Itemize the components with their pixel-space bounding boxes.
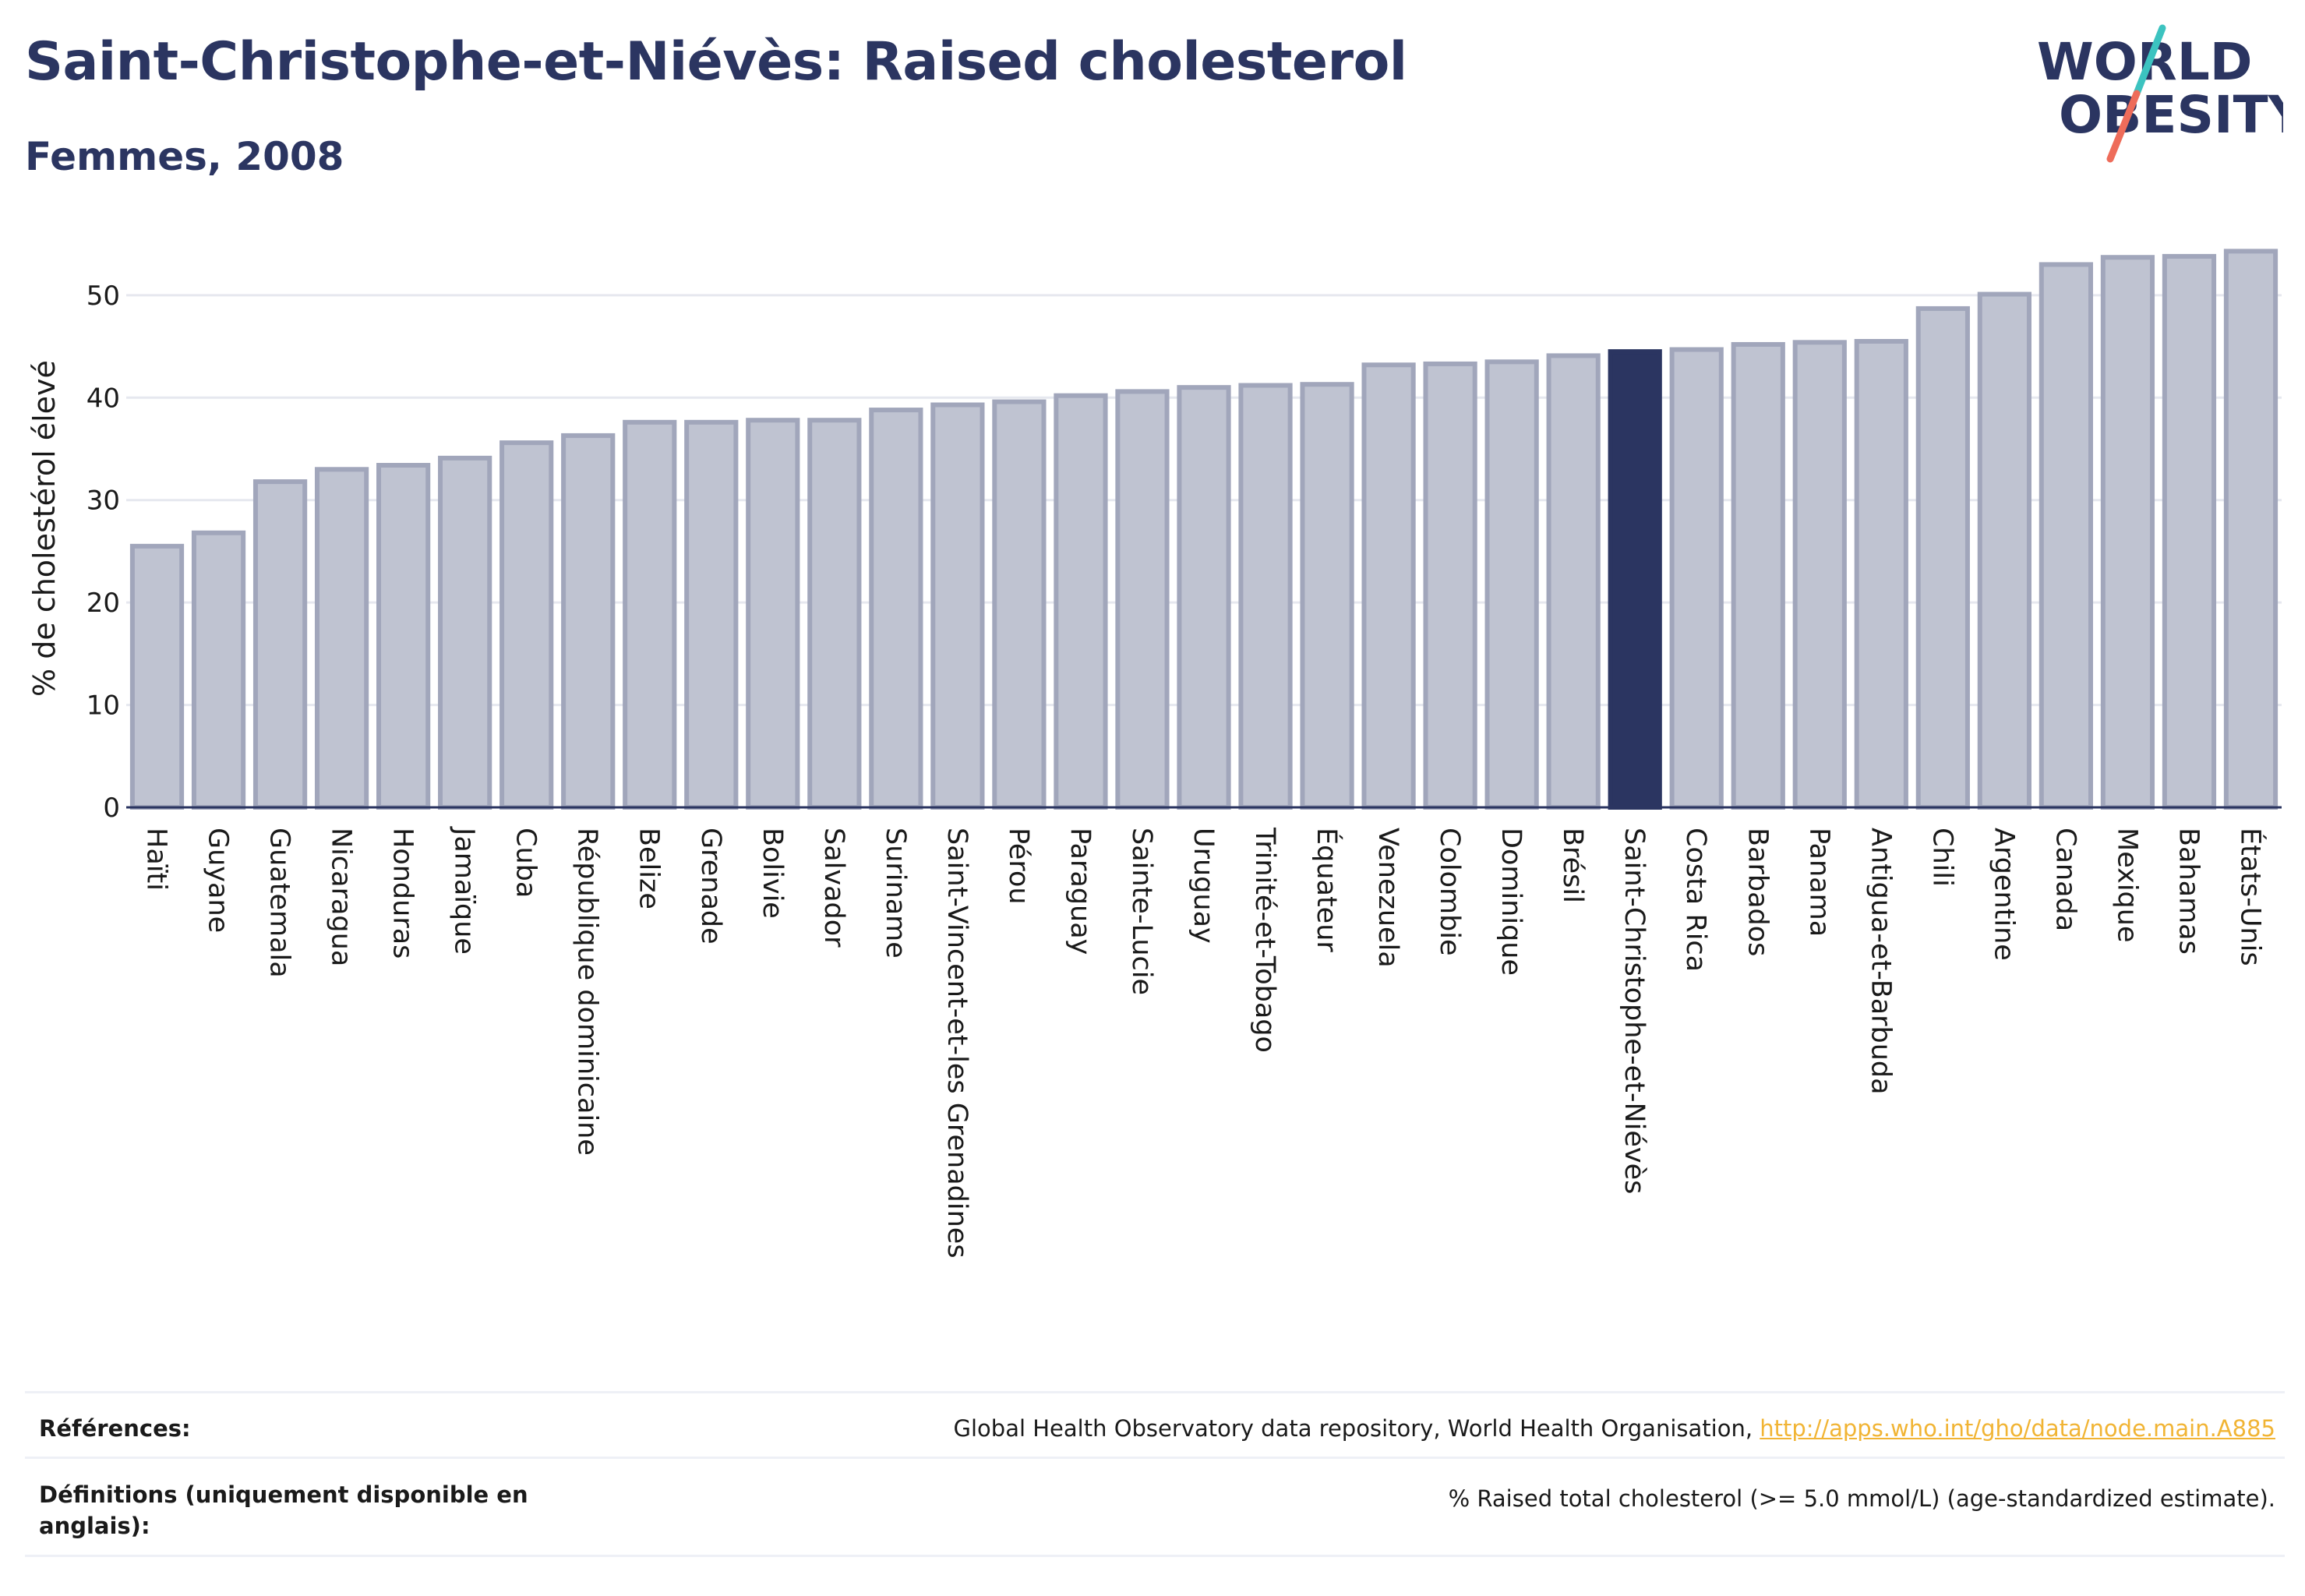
x-tick-label: Nicaragua [326,828,357,966]
x-tick-label: Argentine [1988,828,2019,961]
y-tick-label: 40 [86,383,120,414]
x-tick-label: Saint-Christophe-et-Niévès [1618,828,1650,1194]
bar [438,455,492,810]
bar [561,433,616,810]
logo-text-obesity: OBESITY [2059,85,2283,145]
x-tick-label: Haïti [141,828,172,891]
bar [129,543,185,810]
x-tick-label: Honduras [387,828,418,959]
x-tick-label: Salvador [818,828,849,948]
bar [1361,362,1416,810]
world-obesity-logo: WORLD OBESITY [2037,24,2283,163]
references-row: Références: Global Health Observatory da… [25,1391,2285,1459]
references-text: Global Health Observatory data repositor… [953,1415,1760,1442]
bar [746,418,800,810]
bar [1177,385,1231,810]
page-title: Saint-Christophe-et-Niévès: Raised chole… [25,31,1407,93]
x-tick-label: Suriname [880,828,911,959]
x-tick-label: Antigua-et-Barbuda [1865,828,1896,1095]
x-tick-label: Guatemala [264,828,295,978]
y-tick-label: 10 [86,690,120,722]
definitions-value: % Raised total cholesterol (>= 5.0 mmol/… [1448,1485,2275,1512]
sources-table: Références: Global Health Observatory da… [25,1391,2285,1562]
bar [1484,359,1539,810]
bar-highlighted [1608,349,1662,810]
y-tick-label: 50 [86,281,120,312]
bar [1731,341,1785,810]
bar [252,479,308,810]
bar [992,399,1047,810]
x-tick-label: Jamaïque [449,826,480,955]
bar [1054,393,1108,810]
bar [2100,255,2155,810]
page-subtitle: Femmes, 2008 [25,134,344,179]
x-tick-label: Cuba [510,828,542,898]
bar [1423,361,1477,810]
definitions-label: Définitions (uniquement disponible en an… [39,1479,528,1541]
bar [1915,305,1970,810]
bar [499,440,554,810]
bar [1238,383,1293,810]
bar [1546,353,1601,810]
x-tick-label: Canada [2049,828,2081,931]
bar [376,463,431,810]
references-link[interactable]: http://apps.who.int/gho/data/node.main.A… [1760,1415,2275,1442]
bar [314,467,369,810]
logo-slash-coral [2106,90,2141,163]
y-tick-label: 0 [103,793,120,824]
x-tick-label: Sainte-Lucie [1126,828,1157,995]
bar [2162,253,2217,810]
x-tick-label: Dominique [1495,828,1527,976]
x-tick-label: Saint-Vincent-et-les Grenadines [941,828,972,1259]
y-tick-label: 30 [86,486,120,517]
y-axis-label: % de cholestérol élevé [27,360,62,697]
bar [930,402,985,810]
bar-chart: 0 10 20 30 40 50 Haïti Guyane Guatemala Nicaragu… [27,249,2282,1259]
x-tick-label: Costa Rica [1680,828,1711,972]
x-tick-label: République dominicaine [572,828,603,1156]
bar [684,419,739,810]
x-tick-label: Trinité-et-Tobago [1249,827,1280,1053]
bar [623,419,677,810]
bar [1669,347,1724,810]
table-bottom-border [25,1555,2285,1557]
definitions-row: Définitions (uniquement disponible en an… [25,1457,2285,1557]
x-tick-label: Équateur [1311,828,1343,952]
x-tick-label: Pérou [1003,828,1034,905]
x-tick-label: Barbados [1742,828,1773,956]
bar [1300,382,1354,810]
x-tick-label: Venezuela [1372,828,1403,968]
x-tick-label: Uruguay [1188,828,1219,944]
x-tick-label: Chili [1926,828,1957,887]
x-tick-label: Guyane [203,828,234,933]
bar [807,418,862,810]
x-tick-label: Brésil [1557,828,1588,903]
bar [1792,340,1847,810]
bar [1854,339,1908,810]
x-tick-label: Paraguay [1064,828,1096,955]
x-tick-label: Bolivie [757,828,788,919]
bar [869,408,923,810]
x-tick-label: Panama [1803,828,1834,937]
references-label: Références: [39,1415,191,1442]
y-tick-label: 20 [86,588,120,619]
definitions-label-line2: anglais): [39,1513,150,1539]
references-value: Global Health Observatory data repositor… [954,1415,2275,1442]
bar [1115,389,1170,810]
definitions-label-line1: Définitions (uniquement disponible en [39,1481,528,1508]
x-tick-label: Mexique [2111,828,2142,943]
x-tick-label: Colombie [1434,828,1465,956]
x-tick-label: Belize [634,828,665,909]
logo-slash-teal [2133,24,2166,97]
x-tick-label: Bahamas [2173,828,2204,955]
bar [2038,262,2094,810]
x-tick-label: Grenade [695,828,726,945]
bar [1977,291,2031,810]
x-tick-label: États-Unis [2234,828,2267,966]
bar [191,530,246,810]
bar [2223,249,2279,810]
x-axis-labels: Haïti Guyane Guatemala Nicaragua Honduras Jam… [141,826,2268,1259]
bars [129,249,2279,810]
y-axis-ticks: 0 10 20 30 40 50 [86,281,120,824]
